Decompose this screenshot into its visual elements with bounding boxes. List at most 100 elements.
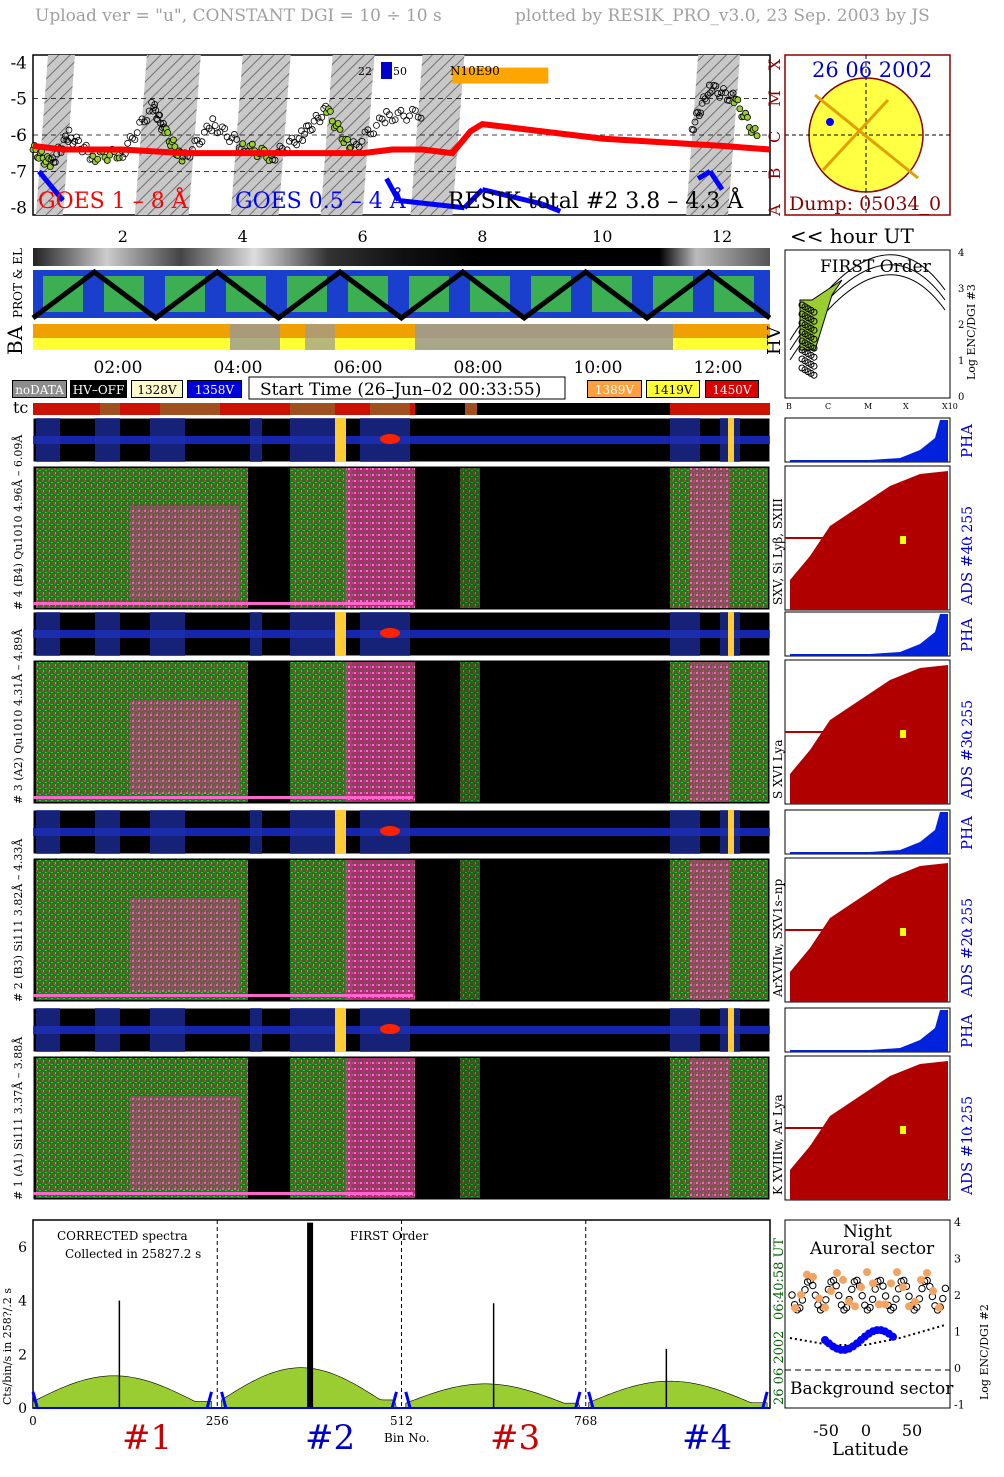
sun-date: 26 06 2002 (812, 58, 932, 82)
resik-point (727, 91, 735, 98)
sun-marker (826, 118, 834, 126)
pha-histogram (790, 1010, 948, 1052)
latitude-panel: Night Auroral sector Background sector L… (784, 1216, 991, 1460)
lat-point-orange (863, 1268, 871, 1277)
channel-panels: # 4 (B4) Qu1010 4.96Å – 6.09Å PHA SXV, Si … (11, 417, 976, 1201)
lat-point-orange (827, 1286, 835, 1295)
detector-label-4: #4 (682, 1418, 733, 1458)
flare-class-letters: X M C B A (765, 58, 784, 216)
channel-1: # 1 (A1) Si111 3.37Å – 3.88Å PHA K XVIIIw,… (11, 1007, 976, 1201)
resik-point (60, 136, 68, 144)
legend-chip: noDATA (12, 380, 67, 398)
legend-resik: RESIK total #2 3.8 – 4.3 Å (448, 186, 744, 214)
resik-point (705, 81, 713, 89)
lat-point-black (866, 1303, 874, 1312)
ads-label: ADS #4 : (958, 535, 976, 606)
resik-point (103, 157, 111, 164)
resik-point (145, 107, 153, 115)
spectrum-side-date: 26 06 2002 (772, 1331, 787, 1405)
resik-point (690, 126, 697, 134)
resik-point (720, 85, 727, 92)
legend-chip: HV–OFF (70, 380, 127, 398)
resik-point (397, 106, 405, 114)
resik-point (157, 119, 164, 127)
resik-point (205, 124, 213, 132)
flare-class-letter: C (765, 131, 784, 143)
resik-point (143, 117, 151, 124)
channel-3: # 3 (A2) Qu1010 4.31Å – 4.89Å PHA S XVI Ly… (11, 611, 976, 805)
resik-point (46, 163, 54, 171)
spectrum-y-tick: 4 (18, 1294, 27, 1310)
lightcurve-y-tick: -7 (10, 162, 27, 182)
channel-left-label: # 3 (A2) Qu1010 4.31Å – 4.89Å (11, 628, 25, 804)
detector-label-3: #3 (490, 1418, 541, 1458)
resik-point (228, 134, 236, 142)
goes-05-4-segment (398, 197, 465, 211)
resik-point (316, 118, 324, 126)
goes-05-4-segment (707, 169, 725, 191)
spectrum-bars (31, 1220, 770, 1409)
resik-point (200, 128, 208, 136)
resik-point (65, 126, 73, 134)
resik-point (318, 114, 326, 121)
resik-point (414, 113, 422, 121)
first-order-point (810, 353, 818, 361)
lightcurve-x-tick: 6 (357, 227, 367, 246)
spectrum-xlabel: Bin No. (384, 1431, 430, 1445)
resik-point (193, 136, 201, 144)
lat-point-orange (797, 1290, 805, 1299)
resik-point (196, 140, 203, 148)
spectrum-y-tick: 0 (18, 1401, 27, 1417)
resik-point (233, 136, 241, 143)
lat-x-tick: 50 (902, 1421, 922, 1440)
lat-point-black (848, 1285, 856, 1293)
resik-point (248, 140, 256, 148)
resik-point (409, 105, 416, 113)
pha-histogram (790, 614, 948, 656)
legend-chip: 1358V (187, 380, 242, 398)
resik-point (417, 114, 425, 122)
flare-class-letter: X (765, 58, 784, 70)
prot-el-band (33, 270, 770, 318)
lat-title-night: Night (843, 1222, 892, 1242)
first-order-x-tick: M (864, 402, 872, 411)
lat-y-tick: 0 (954, 1362, 961, 1375)
lat-x-tick: 0 (861, 1421, 871, 1440)
dump-label: Dump: 05034_0 (789, 193, 941, 215)
channel-right-label: K XVIIIw, Ar Lya (771, 1094, 785, 1195)
resik-point (276, 142, 284, 150)
goes-05-4-segment (462, 187, 485, 210)
lightcurve-x-tick: 4 (238, 227, 248, 246)
ads-label: ADS #1 : (958, 1125, 976, 1196)
resik-point (301, 130, 308, 138)
spectrum-x-tick: 512 (390, 1414, 413, 1428)
spectrum-ylabel: Cts/bin/s in 258?/.2 s (1, 1288, 14, 1405)
detector-label-2: #2 (305, 1418, 356, 1458)
lat-point-black (788, 1291, 796, 1299)
lat-point-orange (923, 1268, 931, 1277)
resik-point (355, 143, 363, 151)
goes-05-4-segment (696, 169, 712, 181)
legend-chip: 1328V (131, 380, 183, 398)
lat-point-black (835, 1291, 843, 1300)
pha-histogram (790, 812, 948, 854)
resik-point (71, 137, 79, 145)
resik-point (133, 129, 141, 137)
first-order-panel: FIRST Order Log ENC/DGI #3 HV 4 3 2 1 0 B C M X… (764, 248, 978, 411)
lightcurve-grid (33, 98, 770, 172)
resik-point (388, 117, 396, 125)
time-tick: 04:00 (214, 358, 263, 378)
resik-point (136, 118, 144, 126)
resik-point (703, 97, 710, 105)
resik-point (718, 89, 725, 97)
pha-label: PHA (958, 1014, 976, 1048)
flare-class-letter: A (765, 204, 784, 217)
start-time: Start Time (26–Jun–02 00:33:55) (260, 380, 541, 400)
ads-range: 0 255 (960, 700, 976, 740)
lat-point-blue (889, 1332, 897, 1341)
resik-point (370, 130, 377, 138)
legend-chip: 1419V (646, 380, 700, 398)
resik-point (269, 156, 277, 164)
resik-point (170, 136, 177, 144)
resik-point (94, 155, 102, 163)
